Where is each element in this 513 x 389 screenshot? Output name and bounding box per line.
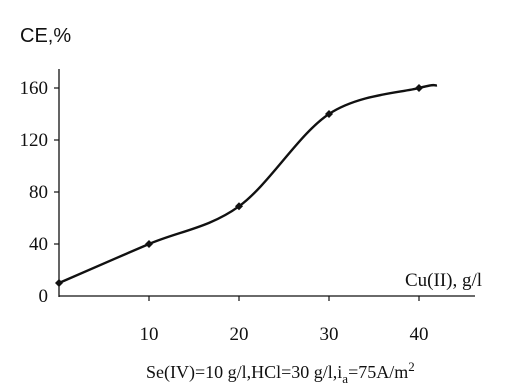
data-point-marker [325, 110, 333, 118]
y-tick-label: 120 [20, 130, 49, 151]
caption-main: Se(IV)=10 g/l,HCl=30 g/l,i [146, 362, 342, 383]
data-point-marker [55, 279, 63, 287]
caption: Se(IV)=10 g/l,HCl=30 g/l,ia=75A/m2 [146, 359, 415, 386]
data-point-marker [415, 84, 423, 92]
data-curve [58, 83, 438, 285]
x-tick-label: 40 [410, 324, 429, 345]
x-ticks: 10 20 30 40 [140, 296, 429, 345]
y-tick-label: 80 [29, 182, 48, 203]
y-axis-label: CE,% [20, 25, 71, 47]
y-tick-label: 40 [29, 234, 48, 255]
data-point-marker [235, 202, 243, 211]
data-points [55, 84, 423, 287]
y-tick-label: 160 [20, 78, 49, 99]
x-tick-label: 30 [320, 324, 339, 345]
x-axis-label: Cu(II), g/l [405, 270, 482, 291]
y-ticks: 0 40 80 120 160 [20, 78, 59, 307]
x-tick-label: 20 [230, 324, 249, 345]
data-point-marker [145, 240, 153, 248]
y-tick-label: 0 [39, 286, 49, 307]
x-tick-label: 10 [140, 324, 159, 345]
caption-subscript: a [342, 371, 348, 386]
caption-superscript: 2 [408, 359, 415, 374]
caption-rest: =75A/m [348, 362, 408, 382]
